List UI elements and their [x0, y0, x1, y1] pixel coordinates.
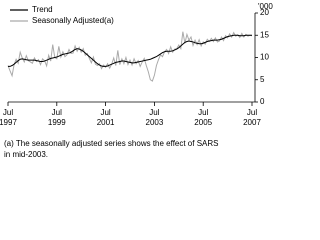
x-tick-label: Jul — [52, 108, 62, 117]
x-tick-label: Jul — [149, 108, 159, 117]
x-tick-label: 1997 — [0, 118, 17, 127]
x-tick-label: 2005 — [194, 118, 212, 127]
legend-label: Trend — [32, 5, 53, 14]
y-tick-label: 0 — [260, 97, 265, 106]
footnote: in mid-2003. — [4, 150, 48, 159]
chart: '000 (a) The seasonally adjusted series … — [0, 2, 273, 159]
y-tick-label: 10 — [260, 53, 269, 62]
x-tick-label: Jul — [247, 108, 257, 117]
y-axis-unit: '000 — [258, 2, 273, 11]
legend-label: Seasonally Adjusted(a) — [32, 16, 114, 25]
x-tick-label: Jul — [198, 108, 208, 117]
x-tick-label: 2003 — [146, 118, 164, 127]
footnote: (a) The seasonally adjusted series shows… — [4, 139, 218, 148]
series-line — [7, 31, 253, 82]
x-tick-label: 2007 — [243, 118, 261, 127]
x-tick-label: Jul — [100, 108, 110, 117]
series-line — [8, 34, 252, 67]
y-tick-label: 20 — [260, 8, 269, 17]
x-tick-label: 2001 — [97, 118, 115, 127]
y-tick-label: 15 — [260, 30, 269, 39]
x-tick-label: Jul — [3, 108, 13, 117]
x-tick-label: 1999 — [48, 118, 66, 127]
y-tick-label: 5 — [260, 75, 265, 84]
